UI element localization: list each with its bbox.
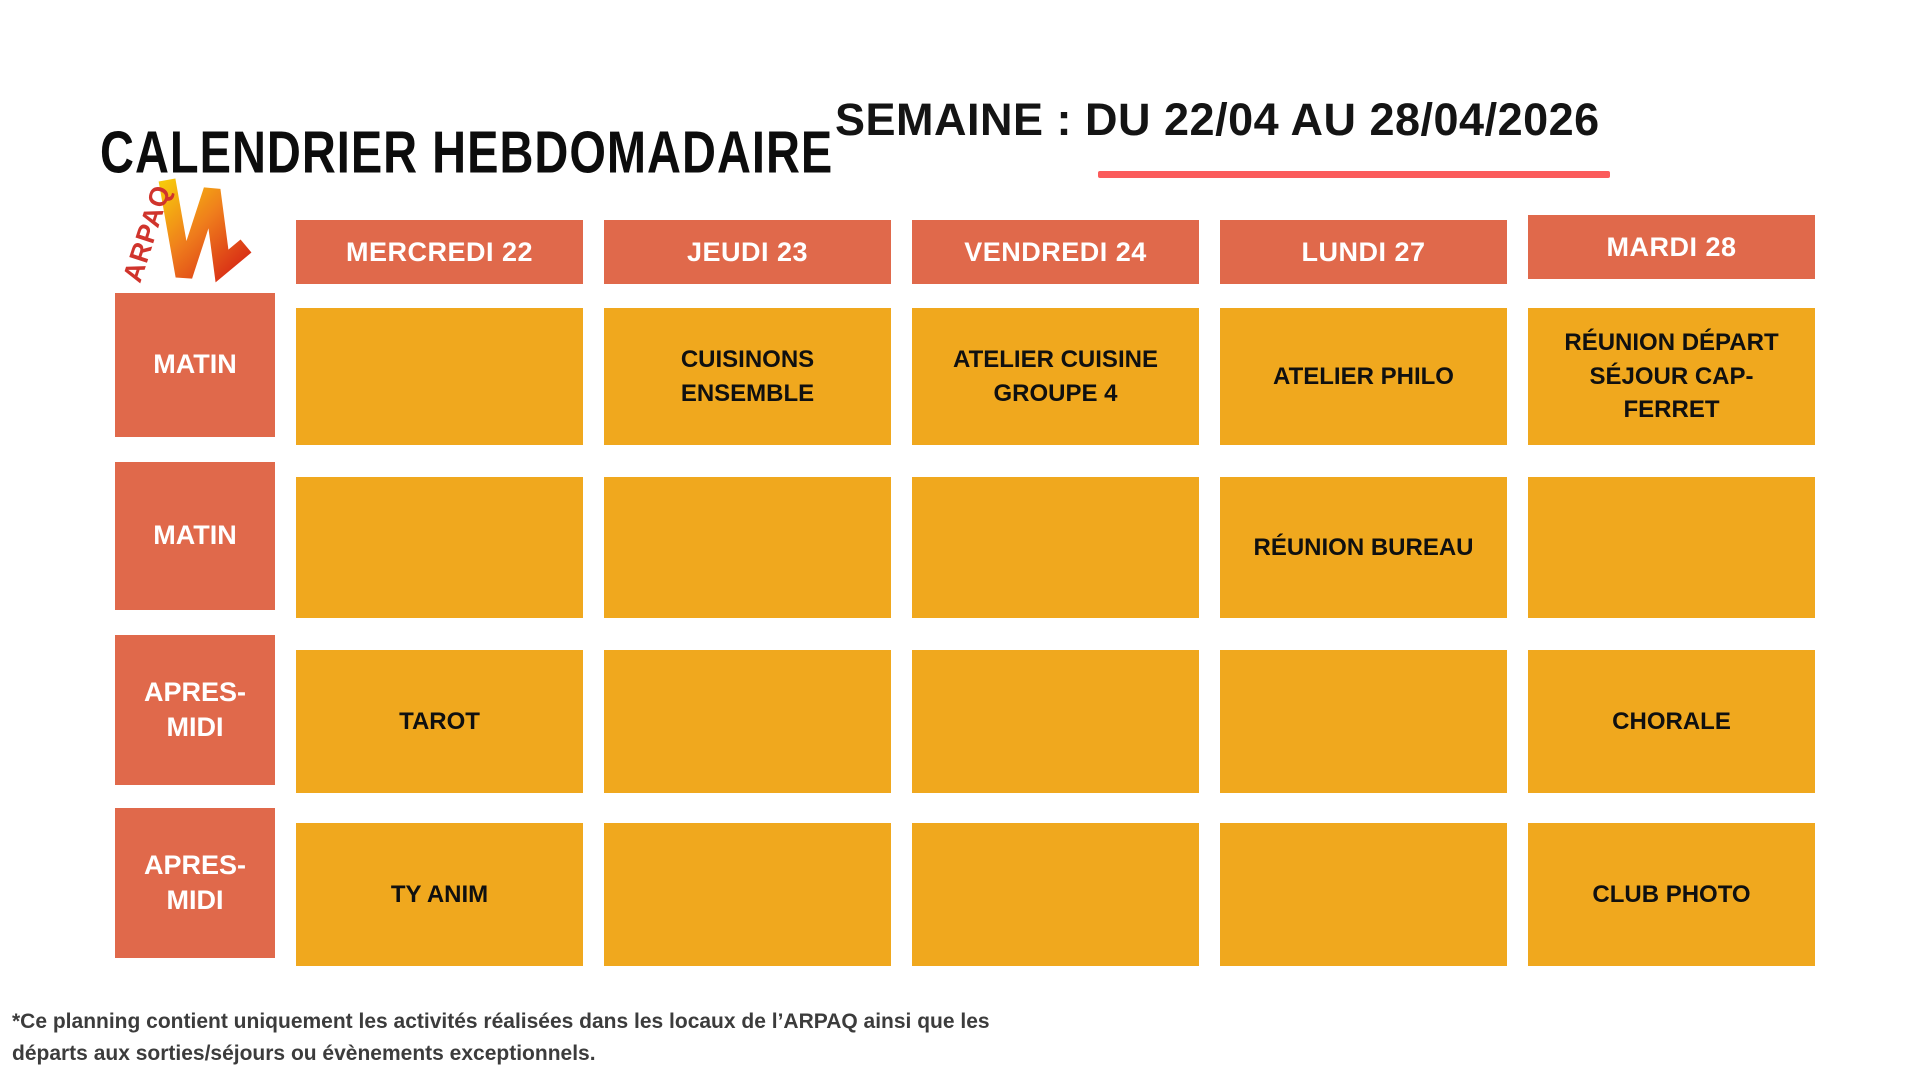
activity-cell	[1528, 477, 1815, 618]
planning-disclaimer: *Ce planning contient uniquement les act…	[12, 1010, 990, 1065]
activity-cell	[912, 650, 1199, 793]
activity-cell	[604, 823, 891, 966]
row-label-apresmidi-1: APRES- MIDI	[115, 635, 275, 785]
day-header-jeudi: JEUDI 23	[604, 220, 891, 284]
row-label-apresmidi-2: APRES- MIDI	[115, 808, 275, 958]
calendar-row-apresmidi-1: APRES- MIDI TAROT CHORALE	[115, 635, 1815, 793]
activity-cell	[1220, 650, 1507, 793]
activity-cell	[604, 477, 891, 618]
activity-cell	[296, 308, 583, 445]
activity-cell: CUISINONS ENSEMBLE	[604, 308, 891, 445]
day-header-lundi: LUNDI 27	[1220, 220, 1507, 284]
activity-cell: TY ANIM	[296, 823, 583, 966]
activity-cell: ATELIER PHILO	[1220, 308, 1507, 445]
week-underline-bar	[1098, 171, 1610, 178]
row-label-matin-1: MATIN	[115, 293, 275, 437]
activity-cell	[296, 477, 583, 618]
calendar-row-matin-1: MATIN CUISINONS ENSEMBLE ATELIER CUISINE…	[115, 293, 1815, 445]
calendar-row-apresmidi-2: APRES- MIDI TY ANIM CLUB PHOTO	[115, 808, 1815, 966]
activity-cell	[1220, 823, 1507, 966]
day-header-mardi: MARDI 28	[1528, 215, 1815, 279]
arpaq-logo: ARPAQ	[117, 178, 252, 286]
arpaq-logo-ribbon	[158, 178, 252, 283]
activity-cell	[912, 477, 1199, 618]
day-header-vendredi: VENDREDI 24	[912, 220, 1199, 284]
activity-cell	[912, 823, 1199, 966]
activity-cell: ATELIER CUISINE GROUPE 4	[912, 308, 1199, 445]
day-header-mercredi: MERCREDI 22	[296, 220, 583, 284]
page-title: CALENDRIER HEBDOMADAIRE	[100, 118, 834, 186]
day-header-row: MERCREDI 22 JEUDI 23 VENDREDI 24 LUNDI 2…	[115, 215, 1815, 284]
activity-cell: RÉUNION BUREAU	[1220, 477, 1507, 618]
day-header-spacer	[115, 220, 275, 284]
activity-cell: CLUB PHOTO	[1528, 823, 1815, 966]
calendar-row-matin-2: MATIN RÉUNION BUREAU	[115, 462, 1815, 618]
week-range-label: SEMAINE : DU 22/04 AU 28/04/2026	[835, 94, 1600, 145]
activity-cell: TAROT	[296, 650, 583, 793]
row-label-matin-2: MATIN	[115, 462, 275, 610]
activity-cell	[604, 650, 891, 793]
activity-cell: CHORALE	[1528, 650, 1815, 793]
activity-cell: RÉUNION DÉPART SÉJOUR CAP-FERRET	[1528, 308, 1815, 445]
